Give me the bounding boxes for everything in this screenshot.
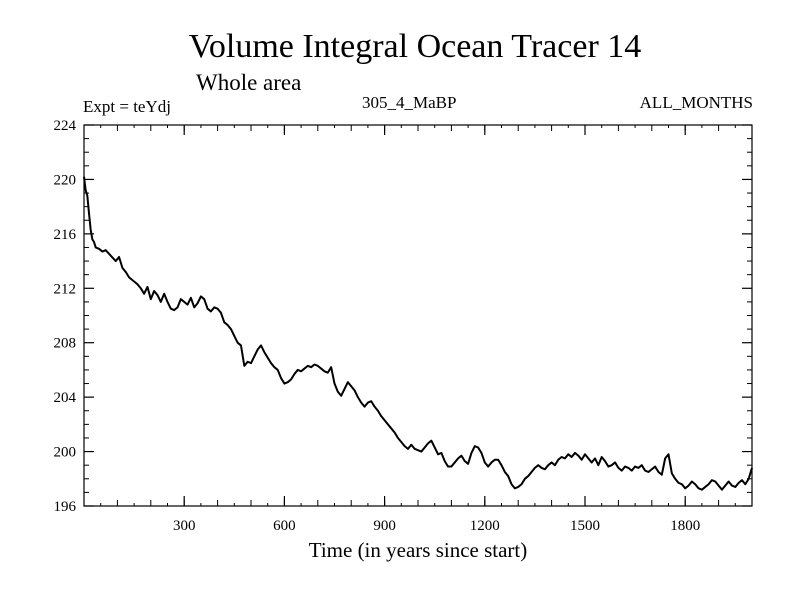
chart-subtitle: Whole area (196, 70, 302, 95)
axis-ticks (83, 124, 753, 507)
y-tick-label: 200 (54, 445, 77, 461)
x-tick-label: 1500 (570, 518, 600, 534)
y-tick-label: 216 (54, 227, 77, 243)
series-layer (83, 176, 753, 491)
chart-title: Volume Integral Ocean Tracer 14 (188, 28, 642, 65)
y-tick-label: 208 (54, 336, 77, 352)
x-tick-label: 1200 (470, 518, 500, 534)
series-line-0 (83, 176, 753, 491)
x-tick-label: 900 (373, 518, 396, 534)
x-tick-label: 600 (273, 518, 296, 534)
y-tick-label: 204 (54, 390, 77, 406)
experiment-label: Expt = teYdj (83, 97, 171, 116)
plot-frame (83, 124, 753, 507)
x-axis-label: Time (in years since start) (309, 538, 528, 562)
x-tick-label: 1800 (670, 518, 700, 534)
y-tick-label: 224 (54, 118, 77, 134)
months-label: ALL_MONTHS (639, 93, 753, 112)
y-tick-label: 212 (54, 281, 77, 297)
period-label: 305_4_MaBP (362, 93, 457, 112)
x-tick-label: 300 (173, 518, 196, 534)
axis-tick-labels: 300 600 900 1200 1500 1800 196 200 204 208 212 216 2… (54, 118, 701, 534)
y-tick-label: 220 (54, 172, 77, 188)
y-tick-label: 196 (54, 499, 77, 515)
